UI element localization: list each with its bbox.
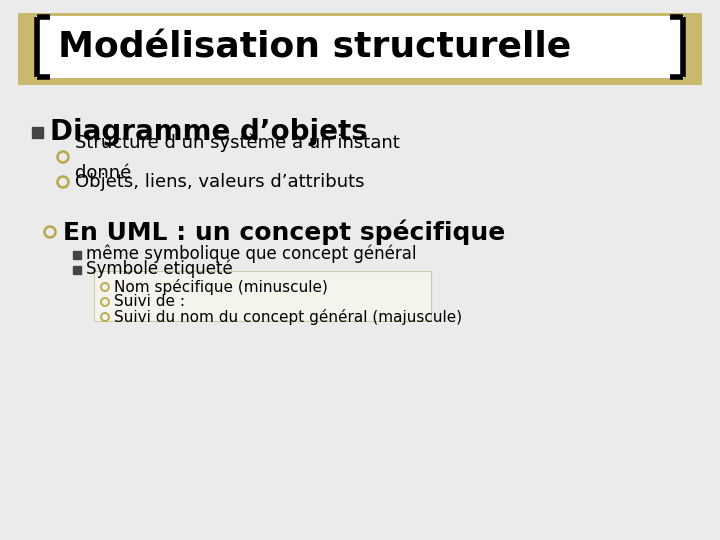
Text: Symbole etiqueté: Symbole etiqueté bbox=[86, 260, 233, 278]
Text: donné: donné bbox=[75, 164, 131, 182]
Text: En UML : un concept spécifique: En UML : un concept spécifique bbox=[63, 219, 505, 245]
Text: Nom spécifique (minuscule): Nom spécifique (minuscule) bbox=[114, 279, 328, 295]
FancyBboxPatch shape bbox=[94, 271, 431, 321]
Bar bbox=[32, 127, 43, 138]
Text: Structure d’un système à un instant: Structure d’un système à un instant bbox=[75, 133, 400, 152]
FancyBboxPatch shape bbox=[36, 16, 684, 78]
FancyBboxPatch shape bbox=[18, 13, 702, 85]
Bar bbox=[73, 266, 81, 274]
Text: Objets, liens, valeurs d’attributs: Objets, liens, valeurs d’attributs bbox=[75, 173, 364, 191]
Text: Diagramme d’objets: Diagramme d’objets bbox=[50, 118, 368, 146]
Text: même symbolique que concept général: même symbolique que concept général bbox=[86, 245, 416, 263]
Text: Suivi de :: Suivi de : bbox=[114, 294, 185, 309]
Text: Suivi du nom du concept général (majuscule): Suivi du nom du concept général (majuscu… bbox=[114, 309, 462, 325]
Text: Modélisation structurelle: Modélisation structurelle bbox=[58, 30, 571, 64]
Bar bbox=[73, 251, 81, 259]
